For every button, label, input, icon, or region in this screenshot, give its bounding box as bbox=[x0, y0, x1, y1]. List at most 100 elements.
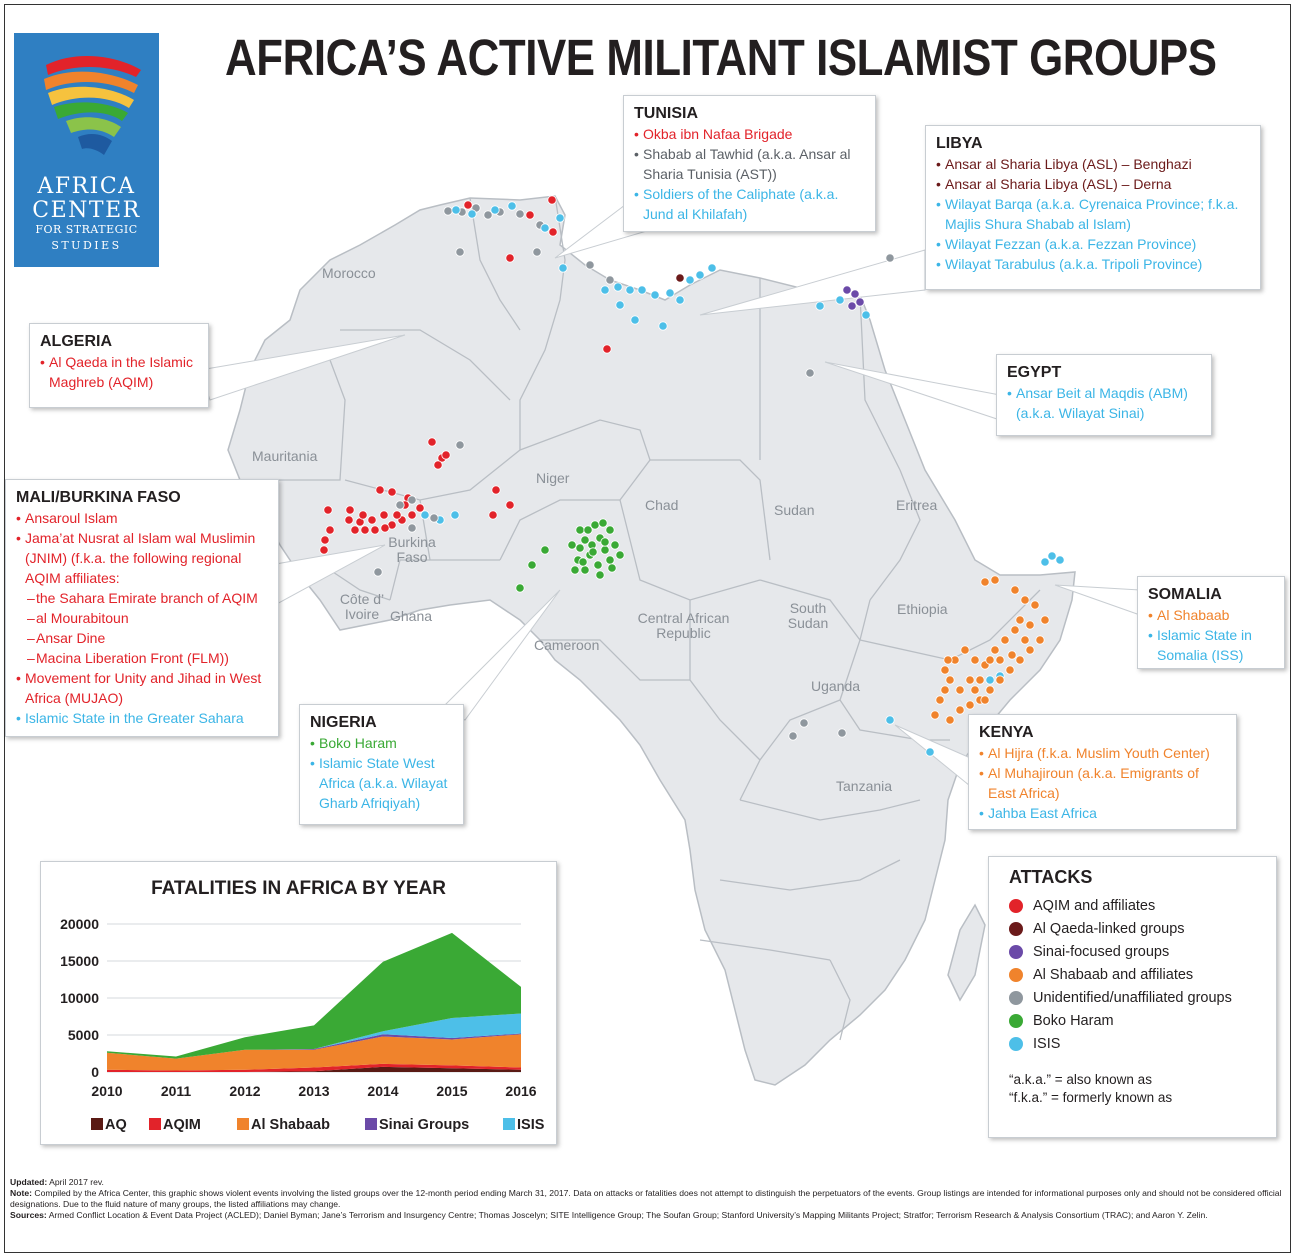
chart-legend-swatch bbox=[365, 1118, 377, 1130]
attack-marker bbox=[605, 275, 615, 285]
attack-marker bbox=[344, 515, 354, 525]
legend-item: Al Shabaab and affiliates bbox=[1009, 963, 1256, 986]
attack-marker bbox=[975, 675, 985, 685]
attack-marker bbox=[325, 525, 335, 535]
callout-mali-burkina-faso: MALI/BURKINA FASO Ansaroul IslamJama’at N… bbox=[5, 479, 279, 737]
attack-marker bbox=[373, 567, 383, 577]
attack-marker bbox=[600, 537, 610, 547]
attack-markers bbox=[319, 195, 1065, 757]
callout-somalia: SOMALIA Al ShabaabIslamic State in Somali… bbox=[1137, 576, 1285, 669]
attack-marker bbox=[613, 282, 623, 292]
attack-marker bbox=[463, 200, 473, 210]
attack-marker bbox=[548, 227, 558, 237]
callout-libya: LIBYA Ansar al Sharia Libya (ASL) – Bengh… bbox=[925, 125, 1261, 290]
attack-marker bbox=[350, 525, 360, 535]
y-tick-label: 10000 bbox=[60, 990, 99, 1006]
legend-dot-icon bbox=[1009, 1036, 1023, 1051]
callout-kenya: KENYA Al Hijra (f.k.a. Muslim Youth Cente… bbox=[968, 714, 1237, 830]
legend-item: ISIS bbox=[1009, 1032, 1256, 1055]
callout-title: EGYPT bbox=[1007, 364, 1062, 381]
attack-marker bbox=[580, 565, 590, 575]
attack-marker bbox=[607, 563, 617, 573]
attack-marker bbox=[990, 645, 1000, 655]
group-name: Wilayat Tarabulus (a.k.a. Tripoli Provin… bbox=[936, 254, 1250, 274]
callout-title: LIBYA bbox=[936, 135, 983, 152]
attack-marker bbox=[685, 275, 695, 285]
area-series-al-shabaab bbox=[107, 1034, 521, 1071]
attack-marker bbox=[985, 675, 995, 685]
logo-line3: FOR STRATEGIC bbox=[35, 223, 138, 236]
attack-marker bbox=[955, 685, 965, 695]
group-name: Al Shabaab bbox=[1148, 605, 1274, 625]
attack-marker bbox=[788, 731, 798, 741]
note-text: Compiled by the Africa Center, this grap… bbox=[10, 1188, 1282, 1209]
group-name: Islamic State West Africa (a.k.a. Wilaya… bbox=[310, 753, 453, 813]
attack-marker bbox=[665, 288, 675, 298]
callout-algeria: ALGERIA Al Qaeda in the Islamic Maghreb (… bbox=[29, 323, 209, 408]
legend-item: AQIM and affiliates bbox=[1009, 894, 1256, 917]
attack-marker bbox=[441, 450, 451, 460]
attack-marker bbox=[615, 300, 625, 310]
attack-marker bbox=[837, 728, 847, 738]
africa-stripes-icon bbox=[44, 55, 141, 155]
chart-legend-label: ISIS bbox=[517, 1117, 545, 1133]
fatalities-chart-svg: 0 5000 10000 15000 20000 2010 2011 2012 2013 2014… bbox=[60, 916, 608, 1133]
attack-marker bbox=[420, 510, 430, 520]
attack-marker bbox=[943, 655, 953, 665]
attacks-legend: ATTACKS AQIM and affiliates Al Qaeda-link… bbox=[988, 856, 1277, 1138]
attack-marker bbox=[955, 705, 965, 715]
country-label: Cameroon bbox=[534, 637, 600, 653]
attack-marker bbox=[319, 545, 329, 555]
x-tick-label: 2010 bbox=[91, 1083, 122, 1099]
attack-marker bbox=[605, 525, 615, 535]
callout-title: MALI/BURKINA FASO bbox=[16, 489, 181, 506]
group-name: Ansar al Sharia Libya (ASL) – Derna bbox=[936, 174, 1250, 194]
legend-label: Al Shabaab and affiliates bbox=[1033, 966, 1194, 983]
group-name: Jama’at Nusrat al Islam wal Muslimin (JN… bbox=[16, 528, 268, 588]
group-name: the Sahara Emirate branch of AQIM bbox=[16, 588, 268, 608]
legend-label: Boko Haram bbox=[1033, 1012, 1114, 1029]
attack-marker bbox=[675, 295, 685, 305]
attack-marker bbox=[455, 247, 465, 257]
attack-marker bbox=[555, 213, 565, 223]
group-name: Wilayat Fezzan (a.k.a. Fezzan Province) bbox=[936, 234, 1250, 254]
group-name: Movement for Unity and Jihad in West Afr… bbox=[16, 668, 268, 708]
legend-dot-icon bbox=[1009, 921, 1023, 936]
attack-marker bbox=[360, 525, 370, 535]
x-tick-label: 2014 bbox=[367, 1083, 398, 1099]
attack-marker bbox=[1020, 635, 1030, 645]
legend-dot-icon bbox=[1009, 990, 1023, 1005]
attack-marker bbox=[575, 543, 585, 553]
legend-item: Unidentified/unaffiliated groups bbox=[1009, 986, 1256, 1009]
attack-marker bbox=[1025, 645, 1035, 655]
legend-label: Unidentified/unaffiliated groups bbox=[1033, 989, 1232, 1006]
attack-marker bbox=[585, 260, 595, 270]
attack-marker bbox=[1010, 625, 1020, 635]
callout-title: NIGERIA bbox=[310, 714, 377, 731]
chart-legend-swatch bbox=[503, 1118, 515, 1130]
sources-label: Sources: bbox=[10, 1210, 47, 1220]
legend-item: Sinai-focused groups bbox=[1009, 940, 1256, 963]
madagascar bbox=[947, 903, 986, 1002]
attack-marker bbox=[960, 645, 970, 655]
attack-marker bbox=[532, 247, 542, 257]
chart-title: FATALITIES IN AFRICA BY YEAR bbox=[151, 878, 446, 899]
attack-marker bbox=[658, 321, 668, 331]
attack-marker bbox=[970, 655, 980, 665]
attack-marker bbox=[433, 460, 443, 470]
country-label: Ghana bbox=[390, 608, 433, 624]
updated-text: April 2017 rev. bbox=[47, 1177, 104, 1187]
group-name: Soldiers of the Caliphate (a.k.a. Jund a… bbox=[634, 184, 865, 224]
updated-label: Updated: bbox=[10, 1177, 48, 1187]
attack-marker bbox=[940, 665, 950, 675]
attack-marker bbox=[637, 285, 647, 295]
aka-note: “a.k.a.” = also known as bbox=[1009, 1072, 1152, 1087]
logo-line2: CENTER bbox=[32, 198, 141, 223]
attack-marker bbox=[583, 525, 593, 535]
attack-marker bbox=[570, 565, 580, 575]
y-tick-label: 15000 bbox=[60, 953, 99, 969]
attack-marker bbox=[379, 510, 389, 520]
chart-legend-swatch bbox=[237, 1118, 249, 1130]
x-tick-label: 2012 bbox=[229, 1083, 260, 1099]
attack-marker bbox=[1055, 555, 1065, 565]
